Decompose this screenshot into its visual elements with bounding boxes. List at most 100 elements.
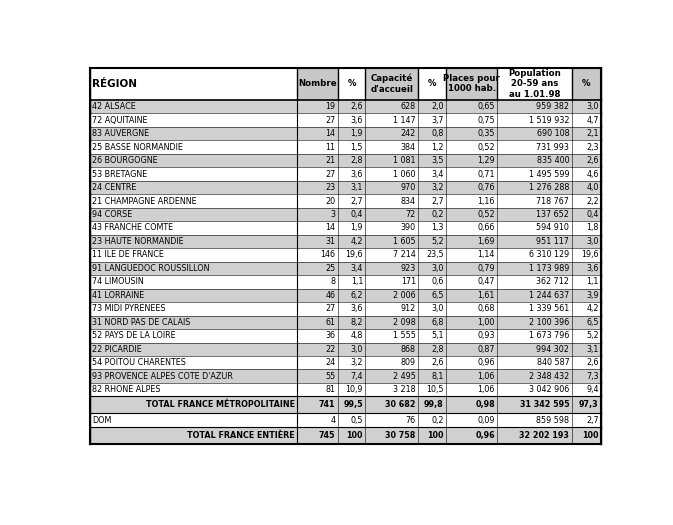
Text: 0,5: 0,5 <box>351 416 363 425</box>
Text: 19,6: 19,6 <box>581 250 599 259</box>
Bar <box>497 100 571 113</box>
Text: 690 108: 690 108 <box>536 129 569 138</box>
Text: 20: 20 <box>325 196 335 205</box>
Bar <box>338 154 365 167</box>
Text: 809: 809 <box>400 358 416 367</box>
Bar <box>446 221 497 235</box>
Bar <box>297 127 338 140</box>
Bar <box>365 221 418 235</box>
Text: 30 682: 30 682 <box>386 401 416 410</box>
Text: 82 RHONE ALPES: 82 RHONE ALPES <box>92 385 160 394</box>
Text: 93 PROVENCE ALPES COTE D'AZUR: 93 PROVENCE ALPES COTE D'AZUR <box>92 372 233 381</box>
Bar <box>497 221 571 235</box>
Bar <box>418 342 446 356</box>
Text: 0,79: 0,79 <box>477 264 495 273</box>
Bar <box>418 194 446 208</box>
Bar <box>497 181 571 194</box>
Bar <box>90 427 297 444</box>
Bar <box>446 235 497 248</box>
Text: %: % <box>428 79 436 88</box>
Bar <box>571 383 601 396</box>
Text: 2,3: 2,3 <box>586 143 599 152</box>
Bar <box>446 181 497 194</box>
Bar <box>365 356 418 370</box>
Text: 100: 100 <box>582 431 599 440</box>
Text: 0,09: 0,09 <box>477 416 495 425</box>
Text: 1,5: 1,5 <box>351 143 363 152</box>
Text: 1 276 288: 1 276 288 <box>529 183 569 192</box>
Bar <box>297 248 338 261</box>
Text: 3,1: 3,1 <box>351 183 363 192</box>
Bar <box>338 342 365 356</box>
Text: 3,2: 3,2 <box>351 358 363 367</box>
Bar <box>338 68 365 100</box>
Bar <box>90 100 297 113</box>
Text: 8,2: 8,2 <box>351 318 363 327</box>
Text: 2,6: 2,6 <box>586 156 599 165</box>
Text: 0,93: 0,93 <box>477 331 495 340</box>
Bar <box>365 235 418 248</box>
Text: 22: 22 <box>325 345 335 354</box>
Text: 859 598: 859 598 <box>536 416 569 425</box>
Text: 0,68: 0,68 <box>478 304 495 313</box>
Bar <box>338 194 365 208</box>
Text: 11: 11 <box>325 143 335 152</box>
Bar <box>338 181 365 194</box>
Text: 745: 745 <box>319 431 335 440</box>
Bar <box>446 127 497 140</box>
Text: 3,6: 3,6 <box>586 264 599 273</box>
Bar <box>497 383 571 396</box>
Bar <box>297 396 338 413</box>
Text: 718 767: 718 767 <box>536 196 569 205</box>
Bar <box>365 68 418 100</box>
Text: 23: 23 <box>325 183 335 192</box>
Text: 27: 27 <box>325 304 335 313</box>
Text: 1 060: 1 060 <box>393 170 416 179</box>
Bar <box>497 113 571 127</box>
Text: 55: 55 <box>325 372 335 381</box>
Text: 1 495 599: 1 495 599 <box>529 170 569 179</box>
Bar <box>365 413 418 427</box>
Bar <box>418 289 446 302</box>
Text: 7,4: 7,4 <box>351 372 363 381</box>
Bar <box>365 289 418 302</box>
Bar <box>497 329 571 342</box>
Text: 3,9: 3,9 <box>586 291 599 300</box>
Bar <box>338 275 365 289</box>
Text: 0,87: 0,87 <box>477 345 495 354</box>
Text: TOTAL FRANCE MÉTROPOLITAINE: TOTAL FRANCE MÉTROPOLITAINE <box>146 401 295 410</box>
Text: 5,2: 5,2 <box>431 237 444 246</box>
Text: Population
20-59 ans
au 1.01.98: Population 20-59 ans au 1.01.98 <box>508 69 561 99</box>
Bar <box>90 221 297 235</box>
Text: 91 LANGUEDOC ROUSSILLON: 91 LANGUEDOC ROUSSILLON <box>92 264 209 273</box>
Bar <box>338 329 365 342</box>
Text: 835 400: 835 400 <box>536 156 569 165</box>
Bar <box>418 329 446 342</box>
Text: 2 495: 2 495 <box>393 372 416 381</box>
Bar <box>571 113 601 127</box>
Text: 2,6: 2,6 <box>586 358 599 367</box>
Bar <box>571 413 601 427</box>
Text: 6,5: 6,5 <box>586 318 599 327</box>
Bar <box>497 427 571 444</box>
Bar <box>338 427 365 444</box>
Bar <box>571 316 601 329</box>
Bar <box>338 261 365 275</box>
Bar <box>571 427 601 444</box>
Bar <box>497 167 571 181</box>
Text: RÉGION: RÉGION <box>92 79 137 89</box>
Bar <box>90 113 297 127</box>
Text: 14: 14 <box>325 129 335 138</box>
Text: 970: 970 <box>400 183 416 192</box>
Bar <box>571 208 601 221</box>
Bar <box>90 370 297 383</box>
Text: 99,5: 99,5 <box>343 401 363 410</box>
Text: 951 117: 951 117 <box>536 237 569 246</box>
Bar <box>446 413 497 427</box>
Text: 31: 31 <box>325 237 335 246</box>
Bar <box>418 427 446 444</box>
Text: 27: 27 <box>325 116 335 124</box>
Text: 2,7: 2,7 <box>586 416 599 425</box>
Bar <box>365 100 418 113</box>
Bar <box>446 100 497 113</box>
